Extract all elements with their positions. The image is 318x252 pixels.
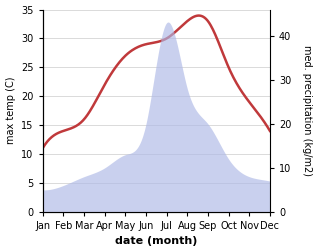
Y-axis label: max temp (C): max temp (C) [5,77,16,144]
X-axis label: date (month): date (month) [115,236,197,246]
Y-axis label: med. precipitation (kg/m2): med. precipitation (kg/m2) [302,45,313,176]
